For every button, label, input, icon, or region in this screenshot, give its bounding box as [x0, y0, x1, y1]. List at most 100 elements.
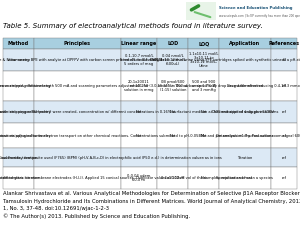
Text: Science and Education Publishing: Science and Education Publishing	[219, 6, 292, 10]
Bar	[271, 49, 297, 71]
Text: © The Author(s) 2013. Published by Science and Education Publishing.: © The Author(s) 2013. Published by Scien…	[3, 214, 190, 219]
Text: Principles: Principles	[64, 41, 91, 46]
Text: Mixture of source is covered in 1.4949-15.15 then a modified glass ion membrane : Mixture of source is covered in 1.4949-1…	[0, 176, 253, 180]
Bar	[188, 167, 219, 189]
Bar	[3, 49, 34, 71]
Bar	[34, 123, 121, 148]
Text: Not: Not	[169, 134, 176, 138]
Bar	[3, 71, 34, 101]
Text: Drug deter. within urine using SPE cartridges spiked with synthetic urine & a pH: Drug deter. within urine using SPE cartr…	[150, 58, 300, 62]
Text: 500 and 900
umin 1.7% W
and 3 mmHg: 500 and 900 umin 1.7% W and 3 mmHg	[192, 80, 216, 92]
Bar	[271, 123, 297, 148]
Bar	[219, 38, 271, 49]
Bar	[219, 71, 271, 101]
Text: Method: Method	[8, 41, 29, 46]
Text: Determination of actual actions: Determination of actual actions	[216, 134, 274, 138]
Text: Not: Not	[136, 110, 142, 114]
Bar	[34, 101, 121, 123]
Bar	[157, 71, 188, 101]
Text: ref: ref	[281, 134, 286, 138]
Bar	[219, 148, 271, 167]
Text: References: References	[268, 41, 299, 46]
Bar	[157, 123, 188, 148]
Bar	[121, 148, 157, 167]
Bar	[121, 71, 157, 101]
Bar	[186, 2, 216, 20]
Text: Drug determination: Drug determination	[227, 84, 263, 88]
Bar	[188, 123, 219, 148]
Text: Not: Not	[169, 110, 176, 114]
Bar	[271, 38, 297, 49]
Bar	[271, 101, 297, 123]
FancyArrowPatch shape	[195, 12, 210, 17]
Bar	[188, 38, 219, 49]
Bar	[3, 148, 34, 167]
Bar	[3, 123, 34, 148]
Text: Not: Not	[136, 134, 142, 138]
Text: ref: ref	[281, 110, 286, 114]
Text: Linear range: Linear range	[121, 41, 157, 46]
Text: www.sciepub.com | SciEP currently has more than 200 open access journals: www.sciepub.com | SciEP currently has mo…	[219, 14, 300, 18]
Bar	[219, 123, 271, 148]
Bar	[3, 101, 34, 123]
Bar	[34, 71, 121, 101]
Text: Voltammetry: Voltammetry	[7, 58, 30, 62]
Bar	[121, 123, 157, 148]
Bar	[271, 167, 297, 189]
Text: Squarewave stripping voltammetry: Squarewave stripping voltammetry	[0, 134, 51, 138]
Bar	[188, 71, 219, 101]
Bar	[34, 38, 121, 49]
Text: ref: ref	[281, 176, 286, 180]
Text: LOQ: LOQ	[198, 41, 209, 46]
Bar	[34, 167, 121, 189]
Text: Pulse & linear sweep BPE with analyte at DPFPV with carbon screen printed electr: Pulse & linear sweep BPE with analyte at…	[0, 58, 162, 62]
Text: 0B pmol/600
nmol/L in 400 uL
(1:15) solution: 0B pmol/600 nmol/L in 400 uL (1:15) solu…	[158, 80, 188, 92]
Text: Determination of drug plasma items: Determination of drug plasma items	[212, 110, 278, 114]
Text: Different 5 carbon electrode studies such as a glassy electrode for solution con: Different 5 carbon electrode studies suc…	[0, 134, 300, 138]
Bar	[157, 38, 188, 49]
FancyArrowPatch shape	[191, 6, 199, 10]
Text: Application: Application	[229, 41, 260, 46]
Bar	[121, 49, 157, 71]
Text: 0.04 nmol/L
3x10-12 mol/L
(500uL): 0.04 nmol/L 3x10-12 mol/L (500uL)	[160, 54, 186, 66]
Bar	[121, 38, 157, 49]
Bar	[157, 101, 188, 123]
Text: -: -	[172, 156, 173, 160]
Bar	[3, 167, 34, 189]
Text: ref: ref	[281, 84, 286, 88]
Bar	[219, 49, 271, 71]
Text: Alankar Shrivastava et al. Various Analytical Methodologies for Determination of: Alankar Shrivastava et al. Various Analy…	[3, 191, 300, 196]
Bar	[188, 101, 219, 123]
Text: -: -	[138, 156, 140, 160]
Text: LOD: LOD	[167, 41, 178, 46]
Text: Lev cross-linked with co-polymer of Pluronic F and Pd in ZnCl 4 or with ionic co: Lev cross-linked with co-polymer of Plur…	[0, 110, 274, 114]
Text: 0.4x10-12 m: 0.4x10-12 m	[161, 176, 184, 180]
Text: Potentiometric titration: Potentiometric titration	[0, 176, 40, 180]
Bar	[3, 38, 34, 49]
Bar	[34, 49, 121, 71]
Text: Squarewave stripping voltammetry: Squarewave stripping voltammetry	[0, 84, 51, 88]
Bar	[34, 148, 121, 167]
Bar	[188, 49, 219, 71]
Text: 1.1x10-11 mol/L
3x10-11 to
3x10-12 mol/L,
Urine: 1.1x10-11 mol/L 3x10-11 to 3x10-12 mol/L…	[189, 52, 218, 68]
Text: 20-1x20011
nmol/L for
solution in mmg: 20-1x20011 nmol/L for solution in mmg	[124, 80, 154, 92]
Text: ref: ref	[281, 156, 286, 160]
Bar	[271, 71, 297, 101]
Text: Not: Not	[200, 134, 207, 138]
Text: Not: Not	[200, 176, 207, 180]
Text: 0-0.04 udem
60-0 m: 0-0.04 udem 60-0 m	[127, 174, 151, 182]
Text: -: -	[203, 156, 204, 160]
Text: Titration: Titration	[237, 156, 252, 160]
Bar	[157, 148, 188, 167]
Text: Coulometric titration: Coulometric titration	[0, 156, 38, 160]
Bar	[157, 49, 188, 71]
Text: Table 5. Summary of electroanalytical methods found in literature survey.: Table 5. Summary of electroanalytical me…	[3, 22, 263, 29]
Bar	[188, 148, 219, 167]
Bar	[271, 148, 297, 167]
Text: 0.05-0.35g Argona or around 50 gaseous Faraday composite used (F765) (BPM) (pH,V: 0.05-0.35g Argona or around 50 gaseous F…	[0, 156, 222, 160]
Text: ref: ref	[281, 58, 286, 62]
Text: 1, No. 3, 37-48. doi:10.12691/wjac-1-2-3: 1, No. 3, 37-48. doi:10.12691/wjac-1-2-3	[3, 206, 109, 211]
Bar	[219, 167, 271, 189]
Text: 0.1-10.7 nmol/L
5 nmol/L to 0.4 mol/L
5 orders of mag: 0.1-10.7 nmol/L 5 nmol/L to 0.4 mol/L 5 …	[119, 54, 158, 66]
Text: Not: Not	[200, 110, 207, 114]
